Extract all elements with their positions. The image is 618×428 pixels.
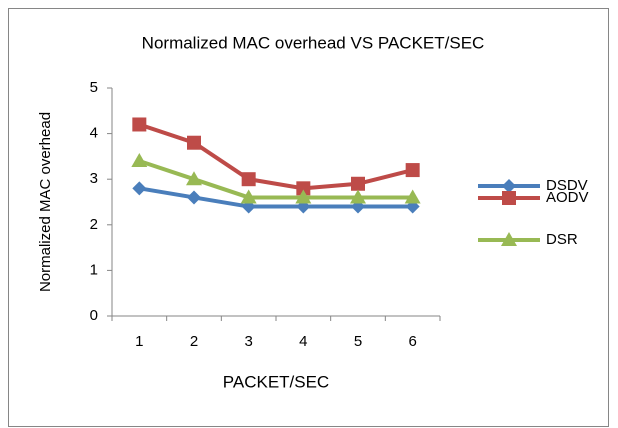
data-point <box>405 163 420 178</box>
x-tick-label: 3 <box>244 333 252 350</box>
x-tick-label: 5 <box>354 333 362 350</box>
data-point <box>241 172 256 187</box>
data-point <box>404 189 421 204</box>
data-point <box>132 117 147 132</box>
legend-marker <box>502 179 516 193</box>
data-point <box>240 189 257 204</box>
legend-marker <box>501 232 517 246</box>
legend-label: DSDV <box>546 177 588 194</box>
data-point <box>132 181 147 196</box>
chart-title: Normalized MAC overhead VS PACKET/SEC <box>142 33 485 52</box>
data-point <box>131 152 148 167</box>
series-line <box>138 122 414 191</box>
data-point <box>187 135 201 150</box>
y-tick-label: 0 <box>90 307 98 324</box>
x-tick-label: 6 <box>408 333 416 350</box>
y-tick-label: 5 <box>90 79 98 96</box>
x-axis-label: PACKET/SEC <box>223 372 329 391</box>
legend-label: AODV <box>546 189 589 206</box>
data-point <box>186 171 202 186</box>
chart-frame <box>8 8 609 427</box>
legend-marker <box>502 191 516 205</box>
y-tick-label: 1 <box>90 261 98 278</box>
y-axis-label: Normalized MAC overhead <box>37 112 54 292</box>
data-point <box>187 190 201 205</box>
data-point <box>296 181 311 196</box>
data-point <box>295 189 312 204</box>
data-point <box>351 176 365 191</box>
data-point <box>350 189 366 204</box>
x-tick-label: 1 <box>135 333 143 350</box>
y-tick-label: 2 <box>90 216 98 233</box>
y-tick-label: 3 <box>90 170 98 187</box>
series-line <box>139 186 413 209</box>
y-tick-label: 4 <box>90 125 98 142</box>
x-tick-label: 2 <box>190 333 198 350</box>
series-line <box>138 159 413 200</box>
x-tick-label: 4 <box>299 333 307 350</box>
legend-label: DSR <box>546 231 578 248</box>
